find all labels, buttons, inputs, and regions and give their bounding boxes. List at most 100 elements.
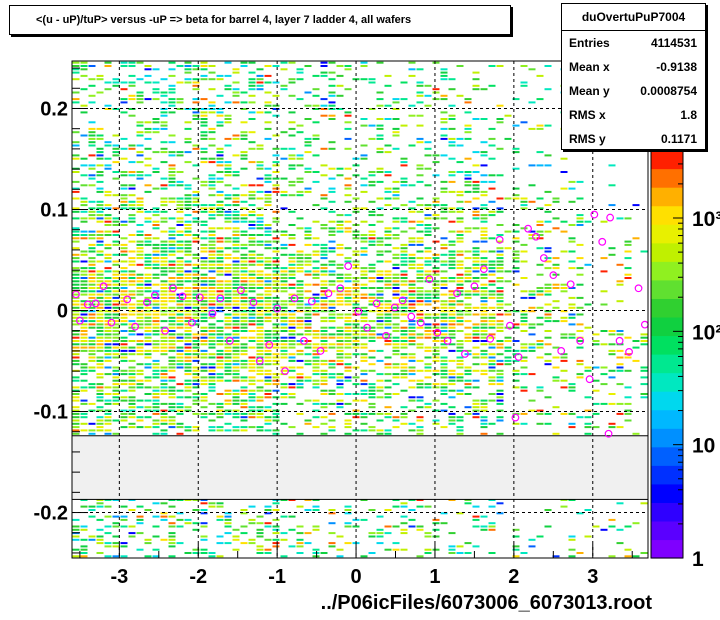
heatmap-cell: [448, 323, 456, 326]
heatmap-cell: [440, 94, 448, 97]
heatmap-cell: [344, 114, 352, 117]
heatmap-cell: [128, 379, 136, 382]
heatmap-cell: [184, 224, 192, 226]
heatmap-cell: [136, 505, 144, 508]
heatmap-cell: [232, 528, 240, 531]
heatmap-cell: [224, 197, 232, 200]
heatmap-cell: [568, 333, 576, 336]
heatmap-cell: [136, 300, 144, 303]
heatmap-cell: [88, 356, 96, 359]
heatmap-cell: [136, 154, 144, 157]
heatmap-cell: [232, 538, 240, 541]
heatmap-cell: [256, 353, 264, 356]
heatmap-cell: [472, 187, 480, 190]
heatmap-cell: [304, 187, 312, 190]
heatmap-cell: [344, 260, 352, 263]
heatmap-cell: [368, 267, 376, 270]
heatmap-cell: [160, 429, 168, 432]
heatmap-cell: [208, 144, 216, 147]
heatmap-cell: [232, 174, 240, 177]
heatmap-cell: [536, 220, 544, 223]
heatmap-cell: [200, 396, 208, 399]
heatmap-cell: [232, 416, 240, 419]
heatmap-cell: [496, 373, 504, 376]
heatmap-cell: [264, 177, 272, 180]
heatmap-cell: [432, 535, 440, 538]
heatmap-cell: [408, 74, 416, 77]
heatmap-cell: [176, 512, 184, 515]
heatmap-cell: [360, 555, 368, 558]
heatmap-cell: [416, 277, 424, 279]
heatmap-cell: [384, 273, 392, 276]
heatmap-cell: [592, 333, 600, 336]
heatmap-cell: [312, 137, 320, 140]
heatmap-cell: [208, 296, 216, 299]
heatmap-cell: [408, 184, 416, 187]
heatmap-cell: [280, 310, 288, 313]
heatmap-cell: [232, 68, 240, 71]
heatmap-cell: [168, 180, 176, 183]
heatmap-cell: [360, 270, 368, 273]
heatmap-cell: [176, 356, 184, 359]
heatmap-cell: [280, 422, 288, 425]
heatmap-cell: [256, 161, 264, 164]
heatmap-cell: [88, 432, 96, 435]
heatmap-cell: [264, 548, 272, 551]
heatmap-cell: [96, 180, 104, 183]
heatmap-cell: [184, 260, 192, 263]
heatmap-cell: [400, 270, 408, 273]
heatmap-cell: [456, 346, 464, 349]
heatmap-cell: [176, 210, 184, 213]
heatmap-cell: [560, 250, 568, 253]
heatmap-cell: [504, 313, 512, 316]
heatmap-cell: [160, 243, 168, 246]
profile-marker: [143, 298, 151, 307]
heatmap-cell: [224, 257, 232, 260]
heatmap-cell: [80, 333, 88, 336]
heatmap-cell: [296, 253, 304, 256]
heatmap-cell: [376, 396, 384, 399]
heatmap-cell: [256, 369, 264, 372]
heatmap-cell: [224, 214, 232, 217]
heatmap-cell: [208, 270, 216, 273]
heatmap-cell: [376, 336, 384, 339]
heatmap-cell: [336, 263, 344, 266]
heatmap-cell: [440, 118, 448, 120]
heatmap-cell: [168, 515, 176, 518]
heatmap-cell: [360, 283, 368, 286]
heatmap-cell: [504, 137, 512, 140]
heatmap-cell: [344, 293, 352, 296]
heatmap-cell: [168, 310, 176, 313]
heatmap-cell: [104, 217, 112, 220]
heatmap-cell: [448, 243, 456, 246]
heatmap-cell: [368, 333, 376, 336]
heatmap-cell: [568, 383, 576, 386]
heatmap-cell: [72, 187, 80, 190]
heatmap-cell: [168, 74, 176, 77]
heatmap-cell: [216, 326, 224, 329]
heatmap-cell: [240, 353, 248, 356]
heatmap-cell: [264, 137, 272, 140]
heatmap-cell: [328, 200, 336, 203]
heatmap-cell: [416, 432, 424, 435]
heatmap-cell: [128, 373, 136, 376]
heatmap-cell: [320, 369, 328, 372]
heatmap-cell: [248, 340, 256, 342]
heatmap-cell: [248, 141, 256, 144]
heatmap-cell: [480, 363, 488, 366]
heatmap-cell: [176, 366, 184, 369]
heatmap-cell: [320, 422, 328, 425]
heatmap-cell: [200, 538, 208, 541]
heatmap-cell: [240, 323, 248, 326]
heatmap-cell: [496, 330, 504, 332]
heatmap-cell: [560, 187, 568, 190]
heatmap-cell: [248, 234, 256, 236]
heatmap-cell: [184, 333, 192, 336]
heatmap-cell: [368, 349, 376, 352]
heatmap-cell: [184, 137, 192, 140]
heatmap-cell: [464, 349, 472, 352]
heatmap-cell: [480, 227, 488, 230]
heatmap-cell: [408, 114, 416, 117]
heatmap-cell: [392, 267, 400, 270]
heatmap-cell: [360, 247, 368, 250]
